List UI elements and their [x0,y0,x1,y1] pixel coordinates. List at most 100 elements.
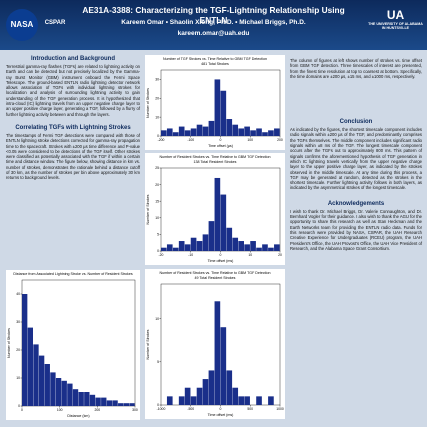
bar [274,128,280,136]
bar [232,124,239,136]
y-tick-label: 10 [155,216,159,220]
left-column: Introduction and Background Terrestrial … [6,56,140,181]
x-tick-label: 0 [220,138,222,142]
x-tick-label: -100 [187,138,194,142]
bar [161,247,167,251]
paragraph: The column of figures at left shows numb… [290,58,422,79]
y-tick-label: 5 [157,360,159,364]
x-axis-label: Distance (km) [67,414,89,418]
bar [166,396,173,405]
bar [44,364,50,406]
uah-logo: UA THE UNIVERSITY OF ALABAMA IN HUNTSVILL… [368,8,423,31]
x-tick-label: 20 [278,253,282,257]
bar [166,244,173,251]
bar [190,128,197,136]
x-tick-label: 10 [248,253,252,257]
bar [256,396,262,405]
y-tick-label: 10 [155,115,159,119]
x-tick-label: -20 [159,253,164,257]
y-tick-label: 20 [155,96,159,100]
authors: Kareem Omar • Shaolin Xiong, Ph.D. • Mic… [121,19,306,26]
x-axis-label: Time offset (ms) [208,413,234,417]
chart-subtitle: 49 Total Resident Strokes [195,276,236,280]
paragraph: The timestamps of Fermi TGF detections w… [6,132,140,181]
x-axis-label: Time offset (ms) [208,259,234,263]
paragraph: As indicated by the figures, the shortes… [290,127,422,191]
y-tick-label: 20 [16,348,20,352]
bar [196,124,203,136]
y-tick-label: 10 [155,317,159,321]
bar [202,126,209,136]
chart-title: Number of Resident Strokes vs. Time Rela… [160,155,271,159]
bar [84,392,90,406]
bar [89,394,96,406]
chart-subtitle: 481 Total Strokes [201,62,229,66]
email: kareem.omar@uah.edu [177,30,250,37]
bar [232,387,239,405]
y-tick-label: 10 [16,376,20,380]
bar [226,119,233,136]
bar [250,241,256,251]
bar [61,380,67,406]
x-tick-label: 1000 [276,407,284,411]
x-tick-label: 300 [132,408,138,412]
y-axis-label: Number of Strokes [7,328,11,358]
bar [172,247,179,251]
bar [238,396,244,405]
heading: Introduction and Background [31,56,115,62]
bar [27,327,33,406]
bar [214,301,221,405]
bar [268,247,274,251]
bar [38,355,45,406]
x-tick-label: 0 [21,408,23,412]
bar [172,132,179,136]
bar [274,244,280,251]
bar [208,221,215,251]
x-tick-label: 100 [247,138,253,142]
bar [112,400,118,406]
bar [268,130,274,136]
y-tick-label: 15 [155,199,159,203]
bar [226,227,233,251]
y-tick-label: 0 [157,134,159,138]
heading: Conclusion [339,119,373,126]
y-tick-label: 25 [155,166,159,170]
y-tick-label: 0 [157,403,159,407]
bar [268,396,274,405]
bar [106,400,113,406]
bar [55,378,62,406]
y-tick-label: 5 [157,233,159,237]
bar [244,396,250,405]
bar [238,128,244,136]
x-tick-label: 200 [94,408,100,412]
chart-title: Distance from Associated Lightning Strok… [13,272,132,276]
bar [214,177,221,251]
bar [22,294,28,406]
uah-name: THE UNIVERSITY OF ALABAMA IN HUNTSVILLE [368,22,423,31]
bar [244,126,250,136]
bar [72,389,79,406]
bar [256,128,262,136]
chart: Number of Resident Strokes vs. Time Rela… [145,153,285,265]
bar [232,237,239,251]
bar [262,132,268,136]
bar [184,244,191,251]
bar [123,403,130,406]
chart: Number of Resident Strokes vs. Time Rela… [145,269,285,419]
bar [118,403,124,406]
bar [238,241,244,251]
bar [208,120,215,136]
x-tick-label: -1000 [157,407,166,411]
bar [220,194,227,251]
nasa-logo: NASA [6,9,38,41]
bar [250,130,256,136]
bar [190,396,197,405]
chart: Number of TGF Strokes vs. Time Relative … [145,55,285,150]
bar [208,370,215,405]
x-tick-label: -500 [187,407,194,411]
bar [196,241,203,251]
bar [220,327,227,405]
bar [184,130,191,136]
y-axis-label: Number of Strokes [146,194,150,224]
bar [178,241,185,251]
